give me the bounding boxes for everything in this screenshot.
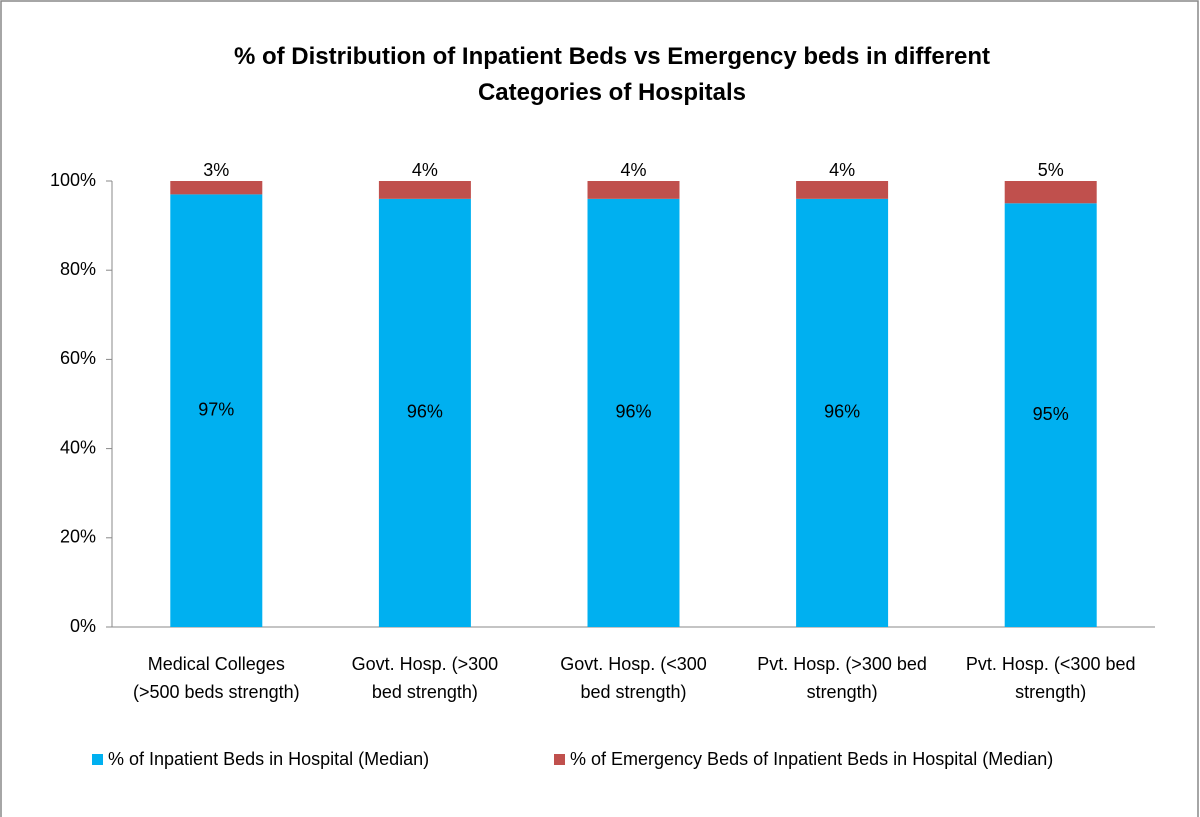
data-label: 96% — [824, 402, 860, 422]
y-tick-label: 80% — [60, 259, 96, 279]
bar-segment — [378, 198, 471, 627]
legend-swatch — [92, 754, 103, 765]
chart-title: % of Distribution of Inpatient Beds vs E… — [234, 43, 990, 106]
bar-segment — [170, 194, 263, 627]
bar-segment — [378, 181, 471, 199]
legend-swatch — [554, 754, 565, 765]
x-tick-label: Govt. Hosp. (>300 bed strength) — [352, 654, 499, 702]
data-label: 3% — [203, 160, 229, 180]
data-label: 96% — [407, 402, 443, 422]
bar-segment — [1004, 203, 1097, 628]
bar-segment — [796, 181, 889, 199]
legend-label: % of Emergency Beds of Inpatient Beds in… — [570, 749, 1053, 769]
data-label: 4% — [829, 160, 855, 180]
data-label: 97% — [198, 399, 234, 419]
legend-label: % of Inpatient Beds in Hospital (Median) — [108, 749, 429, 769]
x-tick-label: Pvt. Hosp. (<300 bed strength) — [966, 654, 1136, 702]
data-label: 95% — [1033, 404, 1069, 424]
y-tick-label: 0% — [70, 616, 96, 636]
y-tick-label: 20% — [60, 527, 96, 547]
y-tick-label: 40% — [60, 437, 96, 457]
y-tick-label: 100% — [50, 170, 96, 190]
bar-segment — [587, 181, 680, 199]
bar-segment — [587, 198, 680, 627]
x-tick-label: Pvt. Hosp. (>300 bed strength) — [757, 654, 927, 702]
data-label: 4% — [412, 160, 438, 180]
x-tick-label: Medical Colleges (>500 beds strength) — [133, 654, 300, 702]
y-tick-label: 60% — [60, 348, 96, 368]
bar-segment — [170, 181, 263, 195]
bar-segment — [1004, 181, 1097, 204]
x-tick-label: Govt. Hosp. (<300 bed strength) — [560, 654, 707, 702]
bar-segment — [796, 198, 889, 627]
data-label: 96% — [615, 402, 651, 422]
data-label: 4% — [620, 160, 646, 180]
data-label: 5% — [1038, 160, 1064, 180]
